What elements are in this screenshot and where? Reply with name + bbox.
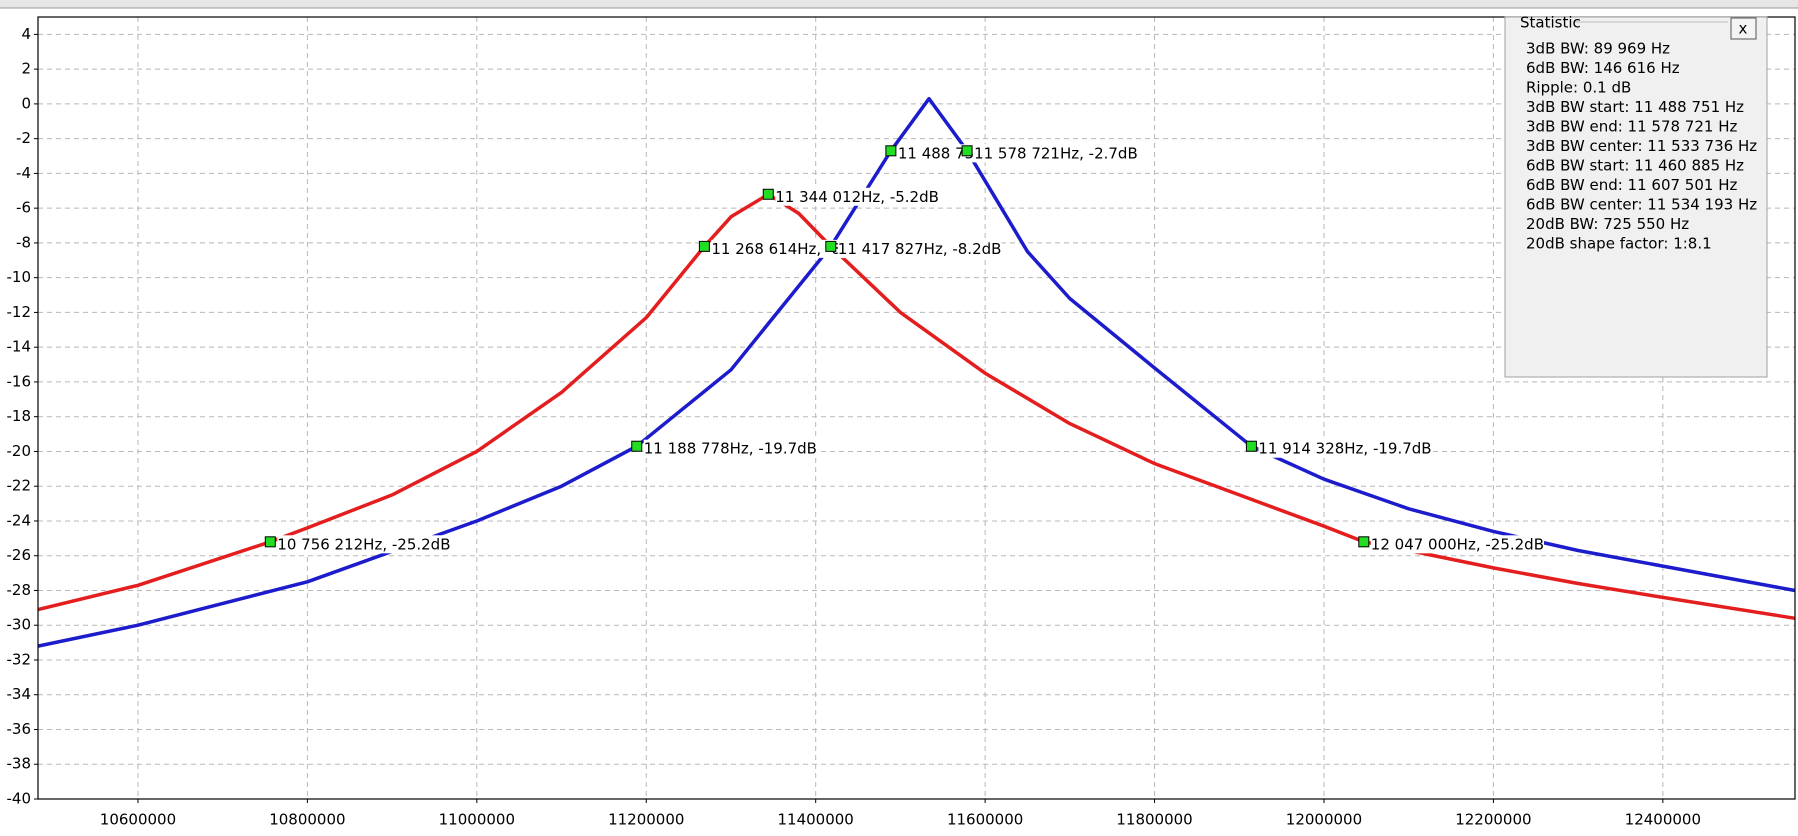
marker-label: 11 344 012Hz, -5.2dB <box>775 188 939 206</box>
y-tick-label: -20 <box>7 442 32 460</box>
marker-label: 11 188 778Hz, -19.7dB <box>644 440 817 458</box>
marker <box>698 240 710 252</box>
panel-line: 20dB BW: 725 550 Hz <box>1526 215 1689 233</box>
marker-label: 11 417 827Hz, -8.2dB <box>838 240 1002 258</box>
x-tick-label: 11600000 <box>947 811 1023 829</box>
x-tick-label: 11000000 <box>439 811 515 829</box>
panel-line: 3dB BW center: 11 533 736 Hz <box>1526 137 1757 155</box>
marker <box>631 440 643 452</box>
marker-label: 10 756 212Hz, -25.2dB <box>277 535 450 553</box>
marker <box>762 188 774 200</box>
marker-label-bg <box>643 439 817 458</box>
x-tick-label: 11800000 <box>1116 811 1192 829</box>
y-tick-label: 2 <box>21 60 31 78</box>
marker-label-bg <box>1370 535 1545 554</box>
panel-line: 6dB BW start: 11 460 885 Hz <box>1526 157 1744 175</box>
y-tick-label: -16 <box>7 372 32 390</box>
y-tick-label: -8 <box>16 233 31 251</box>
y-tick-label: -38 <box>7 755 32 773</box>
panel-line: 3dB BW end: 11 578 721 Hz <box>1526 118 1737 136</box>
y-tick-label: -2 <box>16 129 31 147</box>
marker-label-bg <box>974 144 1138 163</box>
y-tick-label: -30 <box>7 616 32 634</box>
panel-line: 3dB BW: 89 969 Hz <box>1526 40 1670 58</box>
y-tick-label: -36 <box>7 720 32 738</box>
y-tick-label: -28 <box>7 581 32 599</box>
top-strip <box>0 0 1798 8</box>
marker-label: 11 914 328Hz, -19.7dB <box>1258 440 1431 458</box>
x-tick-label: 12000000 <box>1286 811 1362 829</box>
y-tick-label: -14 <box>7 338 32 356</box>
x-tick-label: 10600000 <box>100 811 176 829</box>
marker <box>961 145 973 157</box>
marker-label-bg <box>837 239 1002 258</box>
marker-label: 11 578 721Hz, -2.7dB <box>974 144 1138 162</box>
y-tick-label: -32 <box>7 650 32 668</box>
marker <box>1245 440 1257 452</box>
panel-line: Ripple: 0.1 dB <box>1526 79 1631 97</box>
y-tick-label: 0 <box>21 94 31 112</box>
y-tick-label: -6 <box>16 199 31 217</box>
y-tick-label: -22 <box>7 477 32 495</box>
close-button[interactable] <box>1730 17 1757 40</box>
y-tick-label: -40 <box>7 790 32 808</box>
marker-label-bg <box>1258 439 1432 458</box>
marker-label-bg <box>277 535 451 554</box>
y-tick-label: -10 <box>7 268 32 286</box>
marker <box>885 145 897 157</box>
close-label[interactable]: x <box>1739 20 1748 38</box>
x-tick-label: 11200000 <box>608 811 684 829</box>
marker <box>264 536 276 548</box>
y-tick-label: 4 <box>21 25 31 43</box>
y-tick-label: -34 <box>7 685 32 703</box>
plot: -40-38-36-34-32-30-28-26-24-22-20-18-16-… <box>7 17 1796 829</box>
marker <box>825 240 837 252</box>
x-tick-label: 11400000 <box>778 811 854 829</box>
y-tick-label: -18 <box>7 407 32 425</box>
panel-line: 6dB BW: 146 616 Hz <box>1526 59 1680 77</box>
panel-box <box>1504 16 1768 378</box>
panel-line: 20dB shape factor: 1:8.1 <box>1526 235 1712 253</box>
y-tick-label: -12 <box>7 303 32 321</box>
panel-line: 6dB BW center: 11 534 193 Hz <box>1526 196 1757 214</box>
y-tick-label: -26 <box>7 546 32 564</box>
x-tick-label: 12200000 <box>1455 811 1531 829</box>
panel-line: 3dB BW start: 11 488 751 Hz <box>1526 98 1744 116</box>
marker-label-bg <box>775 187 939 206</box>
panel-line: 6dB BW end: 11 607 501 Hz <box>1526 176 1737 194</box>
y-tick-label: -24 <box>7 511 32 529</box>
marker <box>1358 536 1370 548</box>
x-tick-label: 10800000 <box>269 811 345 829</box>
y-tick-label: -4 <box>16 164 31 182</box>
marker-label: 12 047 000Hz, -25.2dB <box>1371 535 1544 553</box>
panel-title: Statistic <box>1520 14 1581 32</box>
plot-frame <box>37 16 1796 800</box>
x-tick-label: 12400000 <box>1625 811 1701 829</box>
